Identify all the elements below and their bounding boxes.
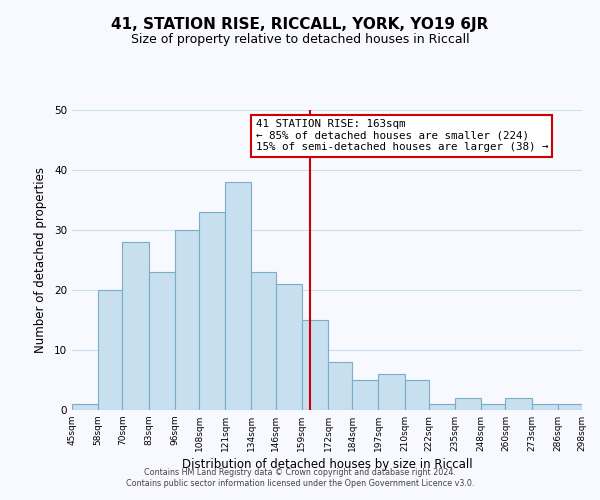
Bar: [328, 362, 352, 410]
Bar: [505, 398, 532, 410]
Bar: [175, 230, 199, 410]
Bar: [481, 404, 505, 410]
Bar: [122, 242, 149, 410]
Bar: [72, 404, 98, 410]
Bar: [532, 404, 558, 410]
Y-axis label: Number of detached properties: Number of detached properties: [34, 167, 47, 353]
Text: Size of property relative to detached houses in Riccall: Size of property relative to detached ho…: [131, 32, 469, 46]
Text: 41, STATION RISE, RICCALL, YORK, YO19 6JR: 41, STATION RISE, RICCALL, YORK, YO19 6J…: [112, 18, 488, 32]
Bar: [558, 404, 582, 410]
Bar: [379, 374, 404, 410]
Text: 41 STATION RISE: 163sqm
← 85% of detached houses are smaller (224)
15% of semi-d: 41 STATION RISE: 163sqm ← 85% of detache…: [256, 119, 548, 152]
Bar: [455, 398, 481, 410]
X-axis label: Distribution of detached houses by size in Riccall: Distribution of detached houses by size …: [182, 458, 472, 471]
Bar: [429, 404, 455, 410]
Text: Contains HM Land Registry data © Crown copyright and database right 2024.
Contai: Contains HM Land Registry data © Crown c…: [126, 468, 474, 487]
Bar: [275, 284, 302, 410]
Bar: [199, 212, 225, 410]
Bar: [98, 290, 122, 410]
Bar: [251, 272, 275, 410]
Bar: [302, 320, 328, 410]
Bar: [404, 380, 429, 410]
Bar: [149, 272, 175, 410]
Bar: [352, 380, 379, 410]
Bar: [225, 182, 251, 410]
